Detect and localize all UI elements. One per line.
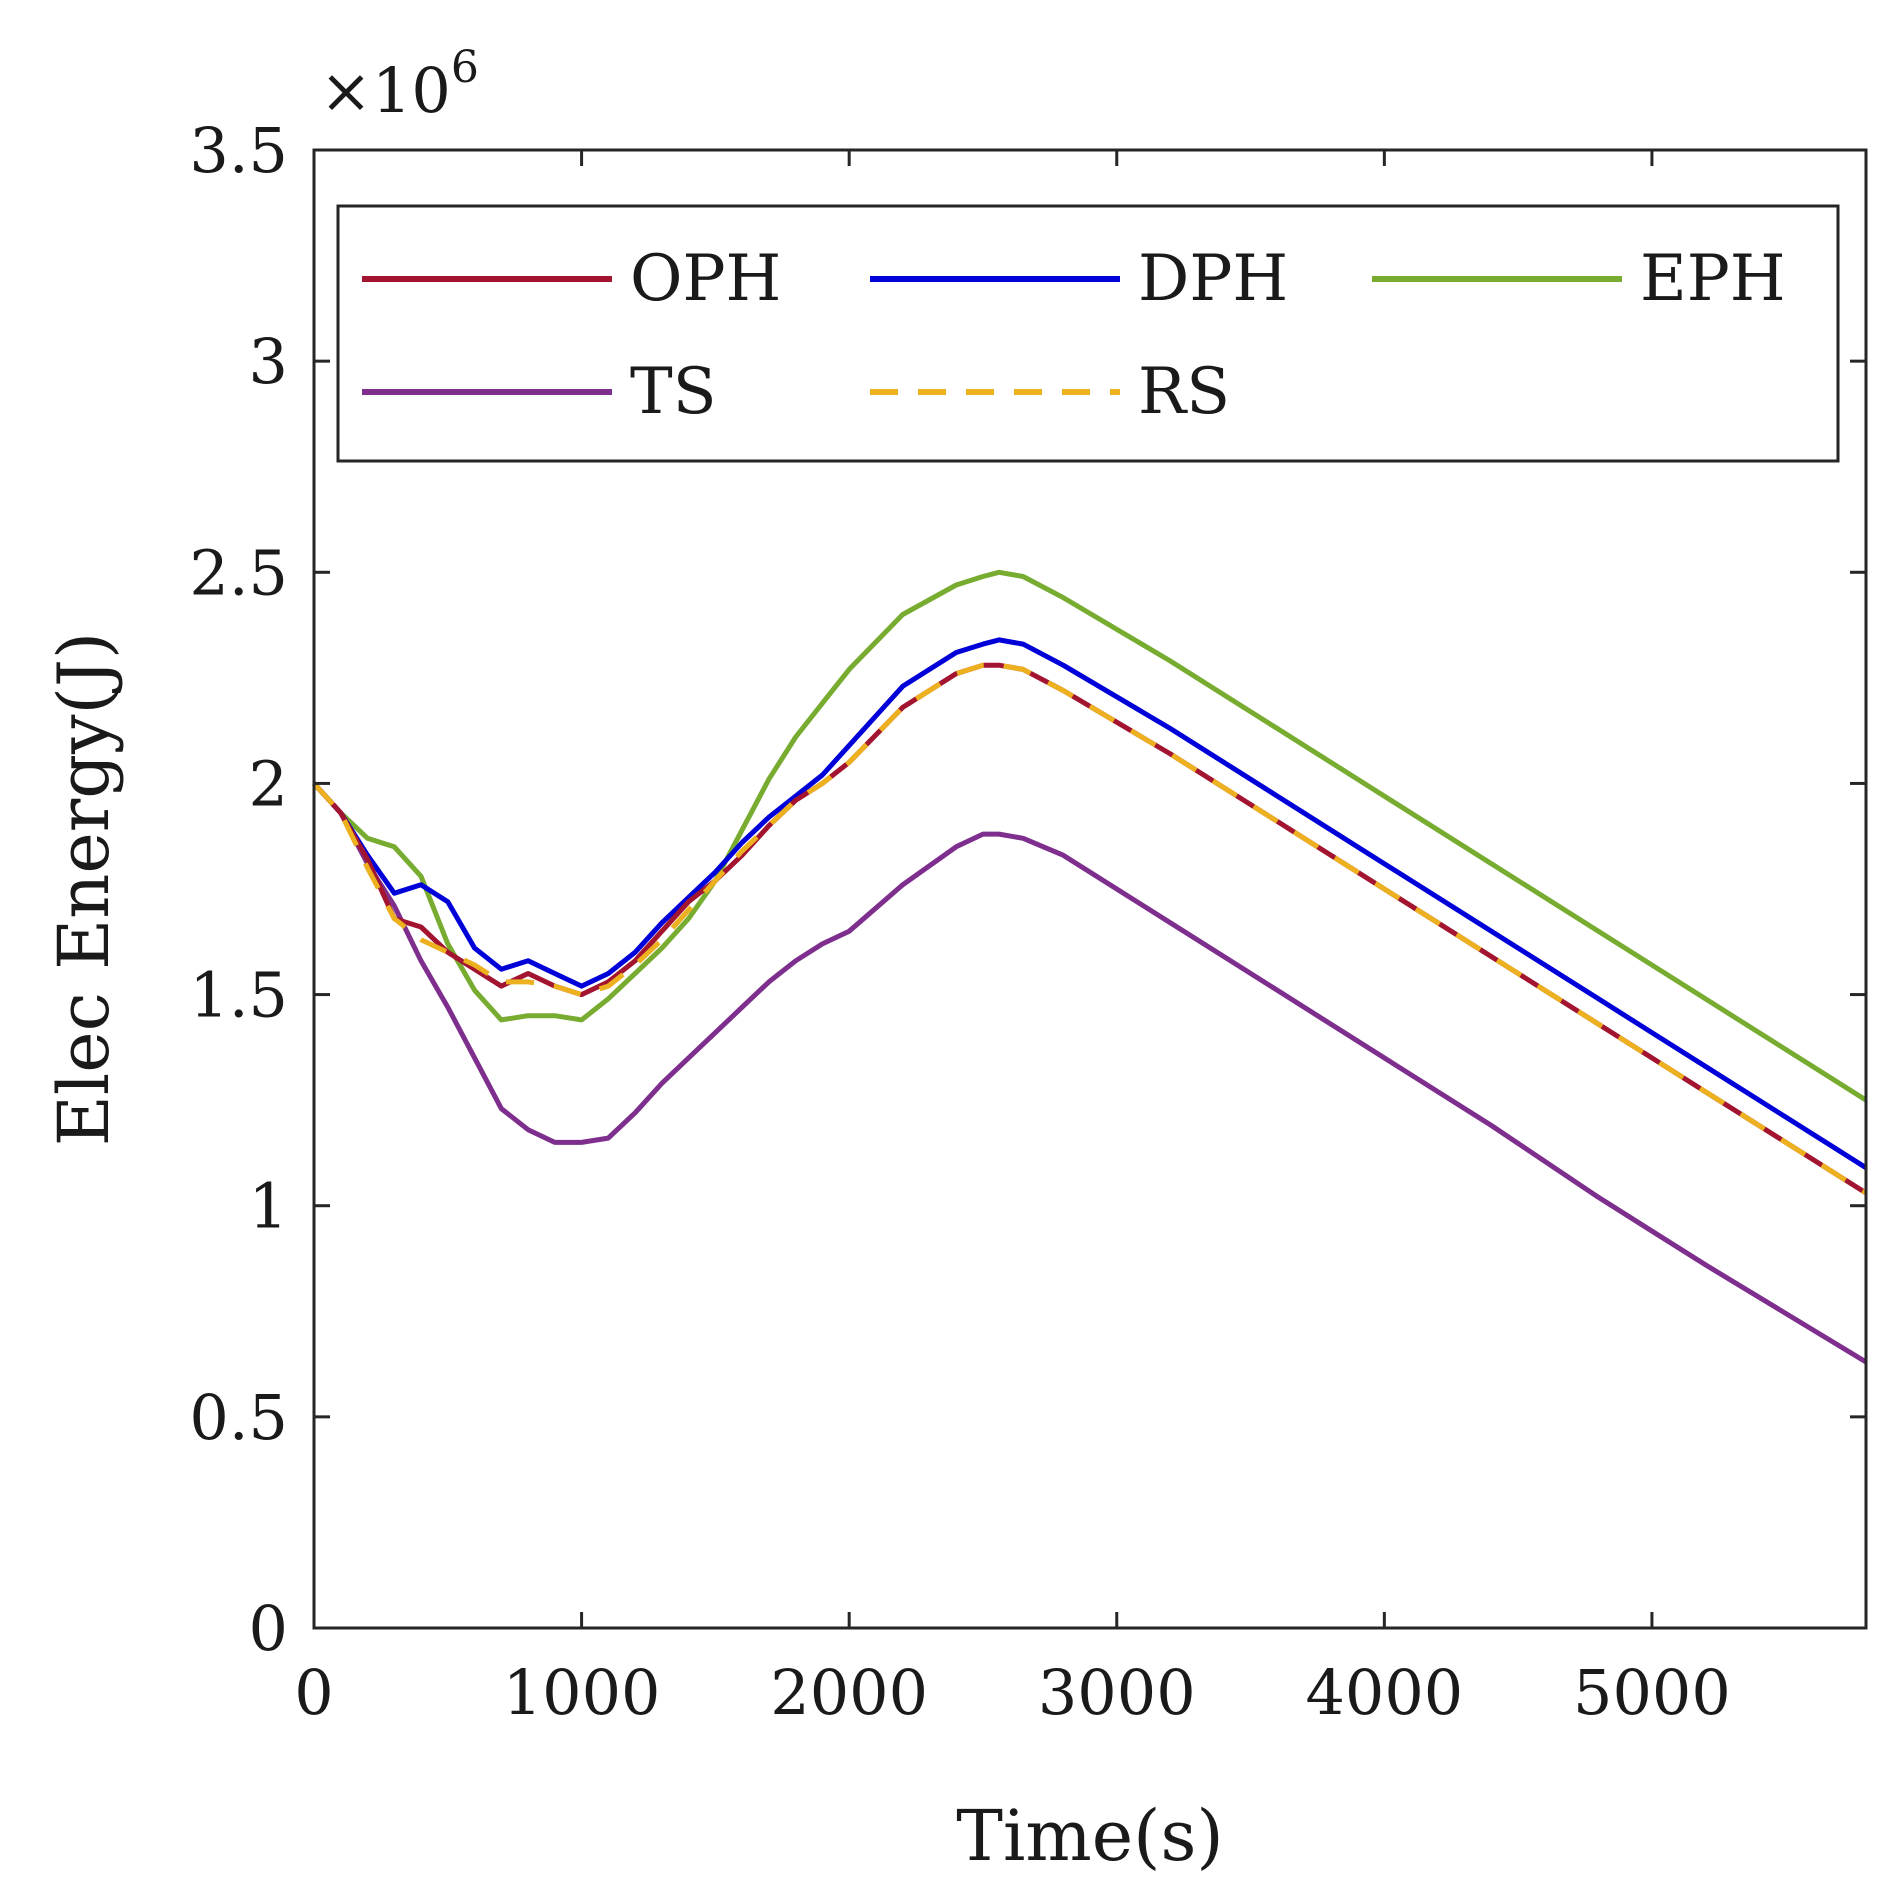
series-line-dph <box>312 637 1868 1170</box>
series-line-ts <box>312 781 1868 1365</box>
x-tick-label: 5000 <box>1573 1656 1731 1729</box>
legend-label-rs: RS <box>1138 355 1230 429</box>
x-tick-label: 4000 <box>1305 1656 1463 1729</box>
x-axis-title: Time(s) <box>956 1795 1223 1877</box>
y-exponent: ×106 <box>320 42 479 127</box>
y-tick-label: 3.5 <box>189 114 288 187</box>
axes-frame <box>312 148 1868 1630</box>
legend-label-ts: TS <box>630 355 717 429</box>
series-layer <box>312 569 1868 1365</box>
x-tick-label: 1000 <box>503 1656 661 1729</box>
x-tick-label: 2000 <box>770 1656 928 1729</box>
y-tick-label: 0 <box>249 1592 288 1665</box>
y-tick-label: 3 <box>249 325 288 398</box>
y-tick-label: 0.5 <box>189 1381 288 1454</box>
legend-box <box>336 204 1840 463</box>
x-tick-label: 3000 <box>1038 1656 1196 1729</box>
x-tick-label: 0 <box>294 1656 333 1729</box>
legend-label-eph: EPH <box>1640 242 1786 316</box>
legend: OPH DPH EPH TS RS <box>336 204 1840 463</box>
y-tick-label: 1.5 <box>189 959 288 1032</box>
series-line-eph <box>312 569 1868 1103</box>
legend-label-oph: OPH <box>630 242 781 316</box>
ticks-layer: 0 1000 2000 3000 4000 5000 0 0.5 1 1.5 2 2.5 3 3.5 <box>189 114 1866 1729</box>
legend-label-dph: DPH <box>1138 242 1288 316</box>
y-tick-label: 2 <box>249 747 288 820</box>
y-tick-label: 1 <box>249 1170 288 1243</box>
y-exponent-base: ×10 <box>320 54 451 127</box>
series-line-rs <box>312 662 1868 1196</box>
y-exponent-power: 6 <box>451 42 479 93</box>
y-tick-label: 2.5 <box>189 536 288 609</box>
y-axis-title: Elec Energy(J) <box>43 632 125 1146</box>
